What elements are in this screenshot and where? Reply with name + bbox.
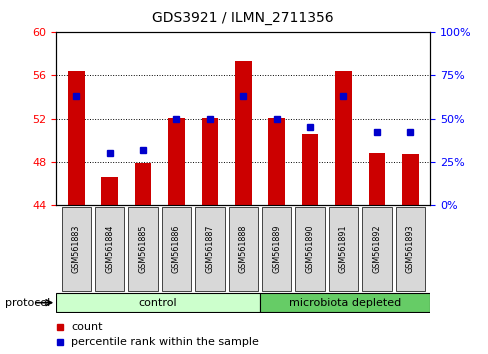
Bar bbox=[334, 71, 351, 205]
Bar bbox=[295, 207, 324, 291]
Text: GSM561892: GSM561892 bbox=[372, 224, 381, 273]
Bar bbox=[260, 293, 429, 312]
Text: GSM561891: GSM561891 bbox=[338, 224, 347, 273]
Text: protocol: protocol bbox=[5, 298, 50, 308]
Bar bbox=[368, 153, 385, 205]
Bar bbox=[228, 207, 258, 291]
Bar bbox=[401, 154, 418, 205]
Text: GSM561893: GSM561893 bbox=[405, 224, 414, 273]
Bar bbox=[61, 207, 91, 291]
Bar bbox=[135, 163, 151, 205]
Text: GDS3921 / ILMN_2711356: GDS3921 / ILMN_2711356 bbox=[152, 11, 333, 25]
Text: GSM561889: GSM561889 bbox=[272, 224, 281, 273]
Text: GSM561887: GSM561887 bbox=[205, 224, 214, 273]
Text: GSM561888: GSM561888 bbox=[238, 224, 247, 273]
Bar bbox=[128, 207, 158, 291]
Text: GSM561885: GSM561885 bbox=[138, 224, 147, 273]
Bar bbox=[234, 61, 251, 205]
Bar bbox=[301, 134, 318, 205]
Bar bbox=[362, 207, 391, 291]
Bar bbox=[68, 71, 84, 205]
Text: percentile rank within the sample: percentile rank within the sample bbox=[71, 337, 259, 348]
Text: count: count bbox=[71, 321, 102, 332]
Text: GSM561884: GSM561884 bbox=[105, 224, 114, 273]
Bar bbox=[262, 207, 291, 291]
Bar bbox=[95, 207, 124, 291]
Bar bbox=[201, 118, 218, 205]
Bar bbox=[328, 207, 357, 291]
Bar bbox=[56, 293, 260, 312]
Text: GSM561890: GSM561890 bbox=[305, 224, 314, 273]
Bar bbox=[268, 118, 285, 205]
Text: control: control bbox=[139, 298, 177, 308]
Text: GSM561883: GSM561883 bbox=[72, 224, 81, 273]
Bar bbox=[101, 177, 118, 205]
Bar bbox=[195, 207, 224, 291]
Bar bbox=[162, 207, 191, 291]
Text: microbiota depleted: microbiota depleted bbox=[288, 298, 401, 308]
Text: GSM561886: GSM561886 bbox=[172, 224, 181, 273]
Bar bbox=[168, 118, 184, 205]
Bar bbox=[395, 207, 424, 291]
